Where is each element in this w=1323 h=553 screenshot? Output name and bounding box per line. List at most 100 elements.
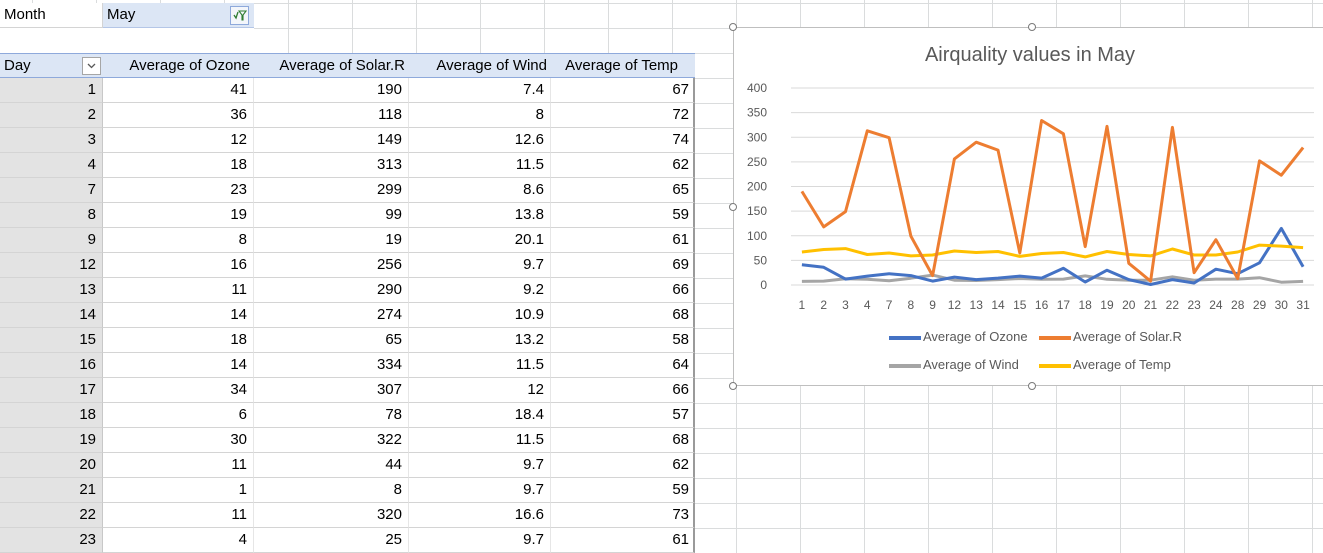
resize-handle-top-left[interactable] [729, 23, 737, 31]
cell-wind[interactable]: 11.5 [409, 428, 551, 453]
cell-solar[interactable]: 78 [254, 403, 409, 428]
cell-ozone[interactable]: 30 [103, 428, 254, 453]
cell-wind[interactable]: 12.6 [409, 128, 551, 153]
cell-day[interactable]: 13 [0, 278, 103, 303]
cell-solar[interactable]: 290 [254, 278, 409, 303]
series-line-3[interactable] [801, 243, 1304, 259]
cell-temp[interactable]: 67 [551, 78, 695, 103]
cell-temp[interactable]: 57 [551, 403, 695, 428]
cell-wind[interactable]: 9.2 [409, 278, 551, 303]
header-temp[interactable]: Average of Temp [565, 57, 678, 74]
cell-solar[interactable]: 190 [254, 78, 409, 103]
cell-ozone[interactable]: 18 [103, 153, 254, 178]
cell-solar[interactable]: 99 [254, 203, 409, 228]
cell-day[interactable]: 7 [0, 178, 103, 203]
cell-day[interactable]: 15 [0, 328, 103, 353]
cell-solar[interactable]: 8 [254, 478, 409, 503]
cell-ozone[interactable]: 23 [103, 178, 254, 203]
cell-ozone[interactable]: 1 [103, 478, 254, 503]
cell-temp[interactable]: 62 [551, 153, 695, 178]
cell-temp[interactable]: 64 [551, 353, 695, 378]
cell-temp[interactable]: 68 [551, 303, 695, 328]
cell-temp[interactable]: 59 [551, 478, 695, 503]
header-wind[interactable]: Average of Wind [436, 57, 547, 74]
blank-row[interactable] [0, 28, 254, 53]
legend-entry[interactable]: Average of Ozone [889, 328, 1028, 346]
cell-ozone[interactable]: 41 [103, 78, 254, 103]
cell-temp[interactable]: 62 [551, 453, 695, 478]
cell-day[interactable]: 1 [0, 78, 103, 103]
cell-solar[interactable]: 322 [254, 428, 409, 453]
cell-temp[interactable]: 58 [551, 328, 695, 353]
cell-solar[interactable]: 320 [254, 503, 409, 528]
cell-wind[interactable]: 9.7 [409, 253, 551, 278]
cell-wind[interactable]: 18.4 [409, 403, 551, 428]
cell-solar[interactable]: 274 [254, 303, 409, 328]
cell-solar[interactable]: 19 [254, 228, 409, 253]
cell-solar[interactable]: 334 [254, 353, 409, 378]
cell-ozone[interactable]: 12 [103, 128, 254, 153]
chart-title[interactable]: Airquality values in May [924, 44, 1136, 66]
cell-temp[interactable]: 69 [551, 253, 695, 278]
cell-wind[interactable]: 20.1 [409, 228, 551, 253]
header-day[interactable]: Day [4, 57, 31, 74]
series-line-1[interactable] [800, 119, 1305, 283]
cell-wind[interactable]: 10.9 [409, 303, 551, 328]
cell-ozone[interactable]: 11 [103, 503, 254, 528]
cell-wind[interactable]: 9.7 [409, 528, 551, 553]
cell-solar[interactable]: 149 [254, 128, 409, 153]
cell-wind[interactable]: 9.7 [409, 453, 551, 478]
cell-day[interactable]: 8 [0, 203, 103, 228]
cell-temp[interactable]: 65 [551, 178, 695, 203]
cell-solar[interactable]: 44 [254, 453, 409, 478]
cell-day[interactable]: 14 [0, 303, 103, 328]
header-ozone[interactable]: Average of Ozone [129, 57, 250, 74]
cell-wind[interactable]: 12 [409, 378, 551, 403]
cell-day[interactable]: 9 [0, 228, 103, 253]
cell-ozone[interactable]: 11 [103, 453, 254, 478]
cell-temp[interactable]: 68 [551, 428, 695, 453]
cell-day[interactable]: 17 [0, 378, 103, 403]
resize-handle-left[interactable] [729, 203, 737, 211]
cell-day[interactable]: 21 [0, 478, 103, 503]
cell-temp[interactable]: 73 [551, 503, 695, 528]
cell-ozone[interactable]: 34 [103, 378, 254, 403]
cell-ozone[interactable]: 36 [103, 103, 254, 128]
cell-ozone[interactable]: 16 [103, 253, 254, 278]
cell-solar[interactable]: 299 [254, 178, 409, 203]
cell-temp[interactable]: 61 [551, 528, 695, 553]
cell-wind[interactable]: 7.4 [409, 78, 551, 103]
header-solar[interactable]: Average of Solar.R [279, 57, 405, 74]
cell-ozone[interactable]: 14 [103, 353, 254, 378]
cell-day[interactable]: 16 [0, 353, 103, 378]
cell-day[interactable]: 23 [0, 528, 103, 553]
cell-day[interactable]: 2 [0, 103, 103, 128]
cell-solar[interactable]: 313 [254, 153, 409, 178]
cell-solar[interactable]: 256 [254, 253, 409, 278]
cell-temp[interactable]: 74 [551, 128, 695, 153]
resize-handle-bottom[interactable] [1028, 382, 1036, 390]
cell-day[interactable]: 19 [0, 428, 103, 453]
filter-active-icon[interactable] [230, 6, 249, 25]
cell-day[interactable]: 22 [0, 503, 103, 528]
cell-day[interactable]: 12 [0, 253, 103, 278]
line-chart[interactable]: Airquality values in May 0 50 100 150 200 250… [733, 27, 1323, 386]
cell-temp[interactable]: 59 [551, 203, 695, 228]
cell-solar[interactable]: 118 [254, 103, 409, 128]
cell-day[interactable]: 3 [0, 128, 103, 153]
resize-handle-top[interactable] [1028, 23, 1036, 31]
resize-handle-bottom-left[interactable] [729, 382, 737, 390]
series-line-2[interactable] [801, 273, 1304, 284]
cell-ozone[interactable]: 19 [103, 203, 254, 228]
cell-temp[interactable]: 66 [551, 378, 695, 403]
cell-wind[interactable]: 11.5 [409, 153, 551, 178]
cell-day[interactable]: 18 [0, 403, 103, 428]
cell-ozone[interactable]: 8 [103, 228, 254, 253]
cell-wind[interactable]: 8.6 [409, 178, 551, 203]
cell-wind[interactable]: 16.6 [409, 503, 551, 528]
filter-value[interactable]: May [103, 3, 254, 28]
cell-solar[interactable]: 65 [254, 328, 409, 353]
legend-entry[interactable]: Average of Solar.R [1039, 328, 1182, 346]
cell-ozone[interactable]: 18 [103, 328, 254, 353]
